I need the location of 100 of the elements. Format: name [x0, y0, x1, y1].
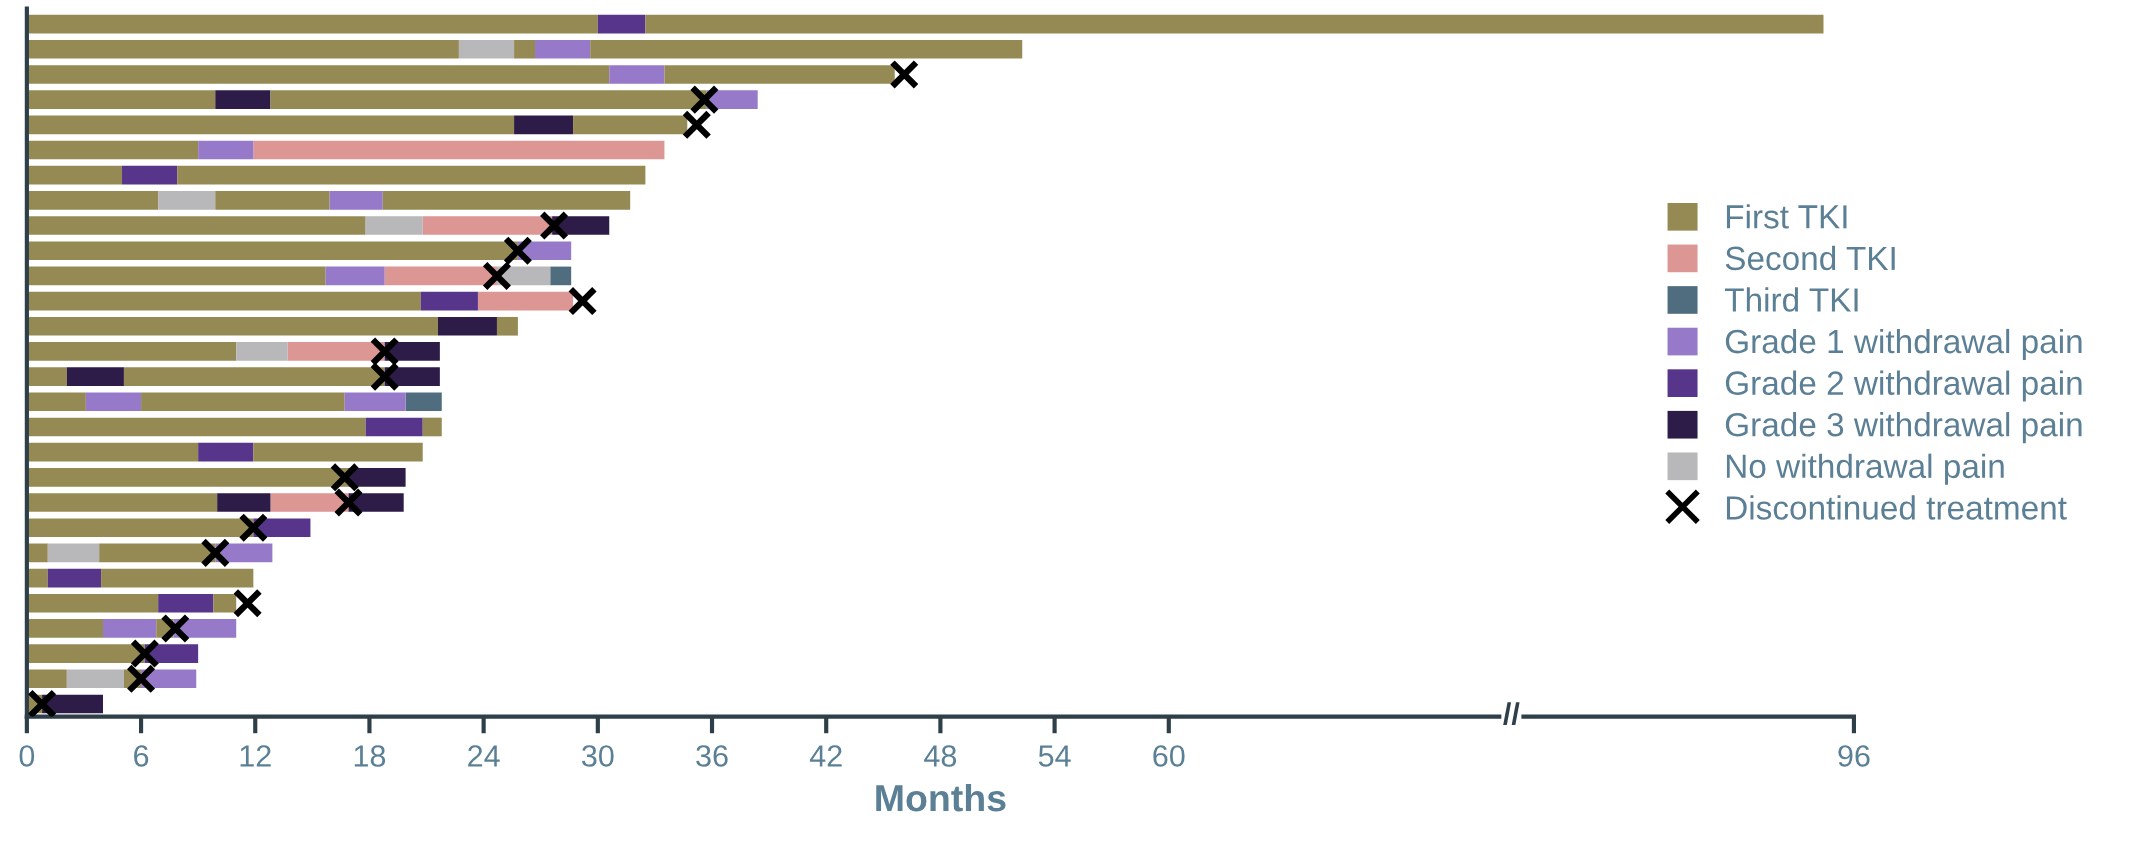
bar	[365, 417, 423, 437]
bar	[217, 493, 271, 512]
point	[369, 336, 400, 367]
bar	[236, 342, 288, 361]
x-tick-label: 0	[19, 745, 35, 767]
legend-label: First TKI	[1726, 204, 1847, 229]
bar	[287, 342, 385, 361]
bar	[47, 568, 102, 588]
bar	[26, 493, 218, 512]
bar	[420, 291, 478, 311]
bar	[329, 191, 383, 210]
bar	[405, 392, 442, 412]
bar	[458, 39, 515, 59]
legend-label: Third TKI	[1724, 287, 1858, 312]
bar	[85, 392, 142, 412]
bar	[348, 468, 406, 487]
bar	[213, 593, 237, 613]
bar	[215, 90, 271, 109]
point	[681, 109, 712, 140]
bar	[26, 669, 67, 689]
bar	[253, 442, 423, 462]
bar	[253, 140, 665, 160]
bar	[26, 468, 349, 487]
bar	[66, 367, 124, 386]
bar	[550, 266, 572, 286]
point	[129, 638, 160, 669]
x-tick-label: 60	[1153, 745, 1185, 767]
bar	[123, 367, 385, 386]
point	[329, 462, 360, 493]
bar	[365, 216, 423, 235]
x-tick-label: 24	[468, 745, 500, 767]
bar	[26, 417, 366, 437]
legend-label: Grade 1 withdrawal pain	[1725, 328, 2082, 360]
bar	[141, 392, 345, 412]
legend-label: No withdrawal pain	[1726, 453, 2004, 485]
bar	[26, 115, 515, 135]
bar	[422, 216, 553, 235]
bar	[384, 266, 497, 286]
bar	[198, 140, 254, 160]
bar	[535, 39, 591, 59]
x-tick-label: 30	[582, 745, 614, 767]
bar	[609, 65, 665, 84]
annotation: //	[1503, 702, 1520, 726]
point	[333, 487, 364, 518]
bar	[496, 316, 518, 336]
point	[200, 537, 231, 568]
bar	[26, 392, 86, 412]
bar	[26, 316, 438, 336]
bar	[26, 291, 421, 311]
point	[482, 260, 512, 291]
bar	[573, 115, 688, 135]
bar	[514, 39, 536, 59]
bar	[101, 568, 254, 588]
x-axis-title: Months	[876, 783, 1006, 812]
bar	[158, 593, 214, 613]
point	[567, 286, 598, 317]
bar	[664, 65, 895, 84]
bar	[122, 165, 178, 185]
bar	[26, 342, 237, 361]
point	[539, 210, 569, 241]
bar	[102, 619, 157, 638]
x-tick-label: 6	[134, 745, 149, 767]
legend-label: Second TKI	[1725, 245, 1895, 271]
bar	[382, 191, 631, 210]
bar	[270, 90, 707, 109]
bar	[26, 241, 518, 261]
bar	[26, 442, 199, 462]
bar	[26, 165, 123, 185]
bar	[158, 191, 216, 210]
point	[689, 84, 720, 115]
point	[238, 512, 269, 543]
bar	[514, 115, 574, 135]
bar	[47, 543, 100, 563]
point	[160, 613, 191, 644]
bar	[177, 165, 646, 185]
bar	[26, 619, 103, 638]
x-tick-label: 42	[809, 745, 842, 767]
bar	[422, 417, 442, 437]
bar	[477, 291, 574, 311]
bar	[597, 14, 646, 34]
bar	[26, 367, 67, 386]
bar	[66, 669, 124, 689]
point	[889, 59, 920, 90]
bar	[26, 216, 366, 235]
bar	[26, 518, 254, 538]
bar	[26, 644, 145, 663]
bar	[26, 266, 326, 286]
x-tick-label: 54	[1038, 745, 1071, 767]
bar	[26, 65, 610, 84]
bar	[198, 442, 254, 462]
bar	[344, 392, 406, 412]
legend-label: Discontinued treatment	[1726, 495, 2067, 520]
point	[369, 361, 400, 392]
x-tick-label: 36	[696, 745, 728, 767]
x-tick-label: 96	[1838, 745, 1870, 767]
point	[502, 235, 533, 266]
bar	[26, 90, 216, 109]
x-tick-label: 48	[924, 745, 957, 767]
point	[232, 588, 263, 619]
bar	[26, 39, 459, 59]
